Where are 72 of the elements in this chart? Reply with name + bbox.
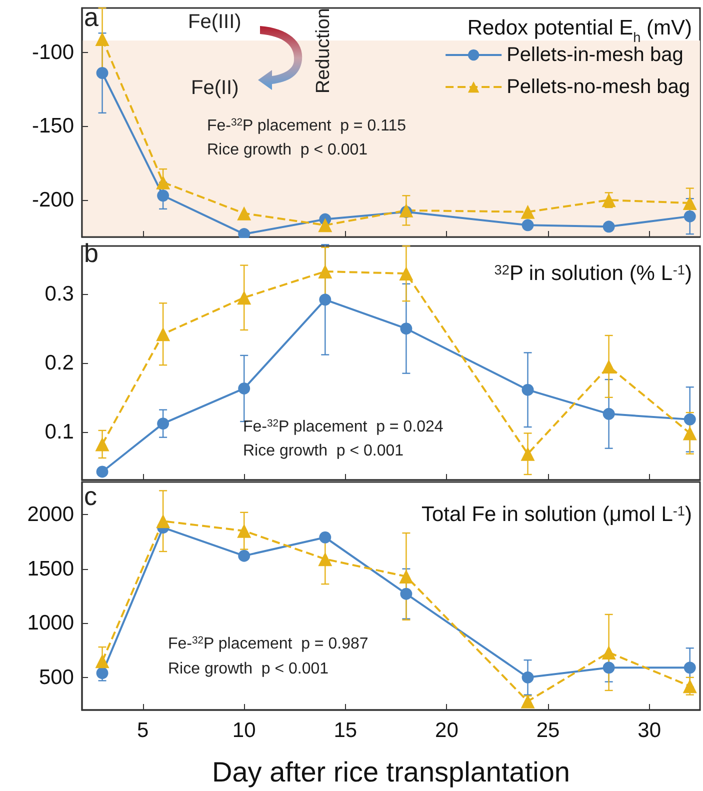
- y-tick-label: -100: [32, 40, 74, 64]
- point: [96, 67, 108, 80]
- annotation: Fe(II): [191, 77, 239, 99]
- point: [602, 359, 616, 374]
- point: [684, 662, 696, 674]
- point: [520, 204, 535, 219]
- x-tick-label: 10: [232, 719, 256, 742]
- annotation: Rice growth p < 0.001: [243, 442, 404, 460]
- point: [95, 32, 110, 46]
- x-tick-label: 15: [334, 719, 358, 742]
- point: [682, 426, 697, 440]
- point: [520, 694, 535, 708]
- point: [238, 382, 250, 394]
- x-tick-label: 25: [536, 719, 560, 742]
- annotation: Rice growth p < 0.001: [207, 142, 368, 158]
- point: [237, 524, 252, 538]
- point: [319, 531, 332, 544]
- point: [400, 588, 412, 600]
- y-tick-label: 0.2: [44, 352, 74, 374]
- point: [95, 654, 110, 668]
- point: [399, 569, 414, 584]
- x-tick-label: 5: [136, 719, 149, 742]
- point: [399, 266, 414, 281]
- point: [602, 220, 615, 233]
- annotation: a: [84, 2, 99, 32]
- point: [319, 294, 332, 306]
- point: [96, 667, 108, 680]
- point: [237, 290, 252, 305]
- point: [157, 190, 170, 202]
- y-tick-label: -150: [32, 114, 74, 138]
- x-axis-title: Day after rice transplantation: [212, 756, 570, 788]
- y-tick-label: 0.1: [44, 420, 74, 444]
- point: [400, 322, 412, 335]
- y-tick-label: 2000: [27, 503, 74, 526]
- point: [318, 552, 332, 566]
- legend-label: Pellets-no-mesh bag: [506, 76, 690, 98]
- point: [156, 175, 170, 190]
- point: [602, 408, 615, 420]
- point: [96, 466, 108, 478]
- y-tick-label: 500: [38, 666, 74, 689]
- point: [682, 196, 697, 210]
- y-tick-label: 1500: [27, 557, 74, 580]
- y-tick-label: 0.3: [44, 282, 74, 306]
- annotation: c: [84, 481, 97, 511]
- point: [522, 384, 534, 396]
- point: [522, 671, 534, 684]
- annotation: b: [84, 238, 98, 268]
- x-tick-label: 20: [435, 719, 458, 742]
- point: [602, 193, 616, 208]
- annotation: Fe(III): [188, 11, 242, 33]
- point: [318, 218, 332, 232]
- point: [522, 219, 534, 232]
- point: [399, 203, 414, 218]
- point: [520, 446, 535, 461]
- point: [238, 550, 250, 562]
- point: [318, 264, 332, 278]
- point: [156, 327, 170, 342]
- annotation: Reduction: [313, 8, 334, 94]
- point: [237, 206, 252, 220]
- point: [682, 679, 697, 694]
- y-tick-label: 1000: [27, 612, 74, 635]
- x-tick-label: 30: [638, 719, 662, 742]
- point: [684, 413, 696, 426]
- legend-label: Pellets-in-mesh bag: [506, 44, 684, 66]
- point: [602, 645, 616, 660]
- point: [602, 662, 615, 674]
- point: [95, 437, 110, 452]
- point: [684, 210, 696, 222]
- point: [156, 514, 170, 528]
- annotation: Rice growth p < 0.001: [168, 660, 329, 678]
- point: [157, 418, 170, 430]
- y-tick-label: -200: [32, 188, 74, 212]
